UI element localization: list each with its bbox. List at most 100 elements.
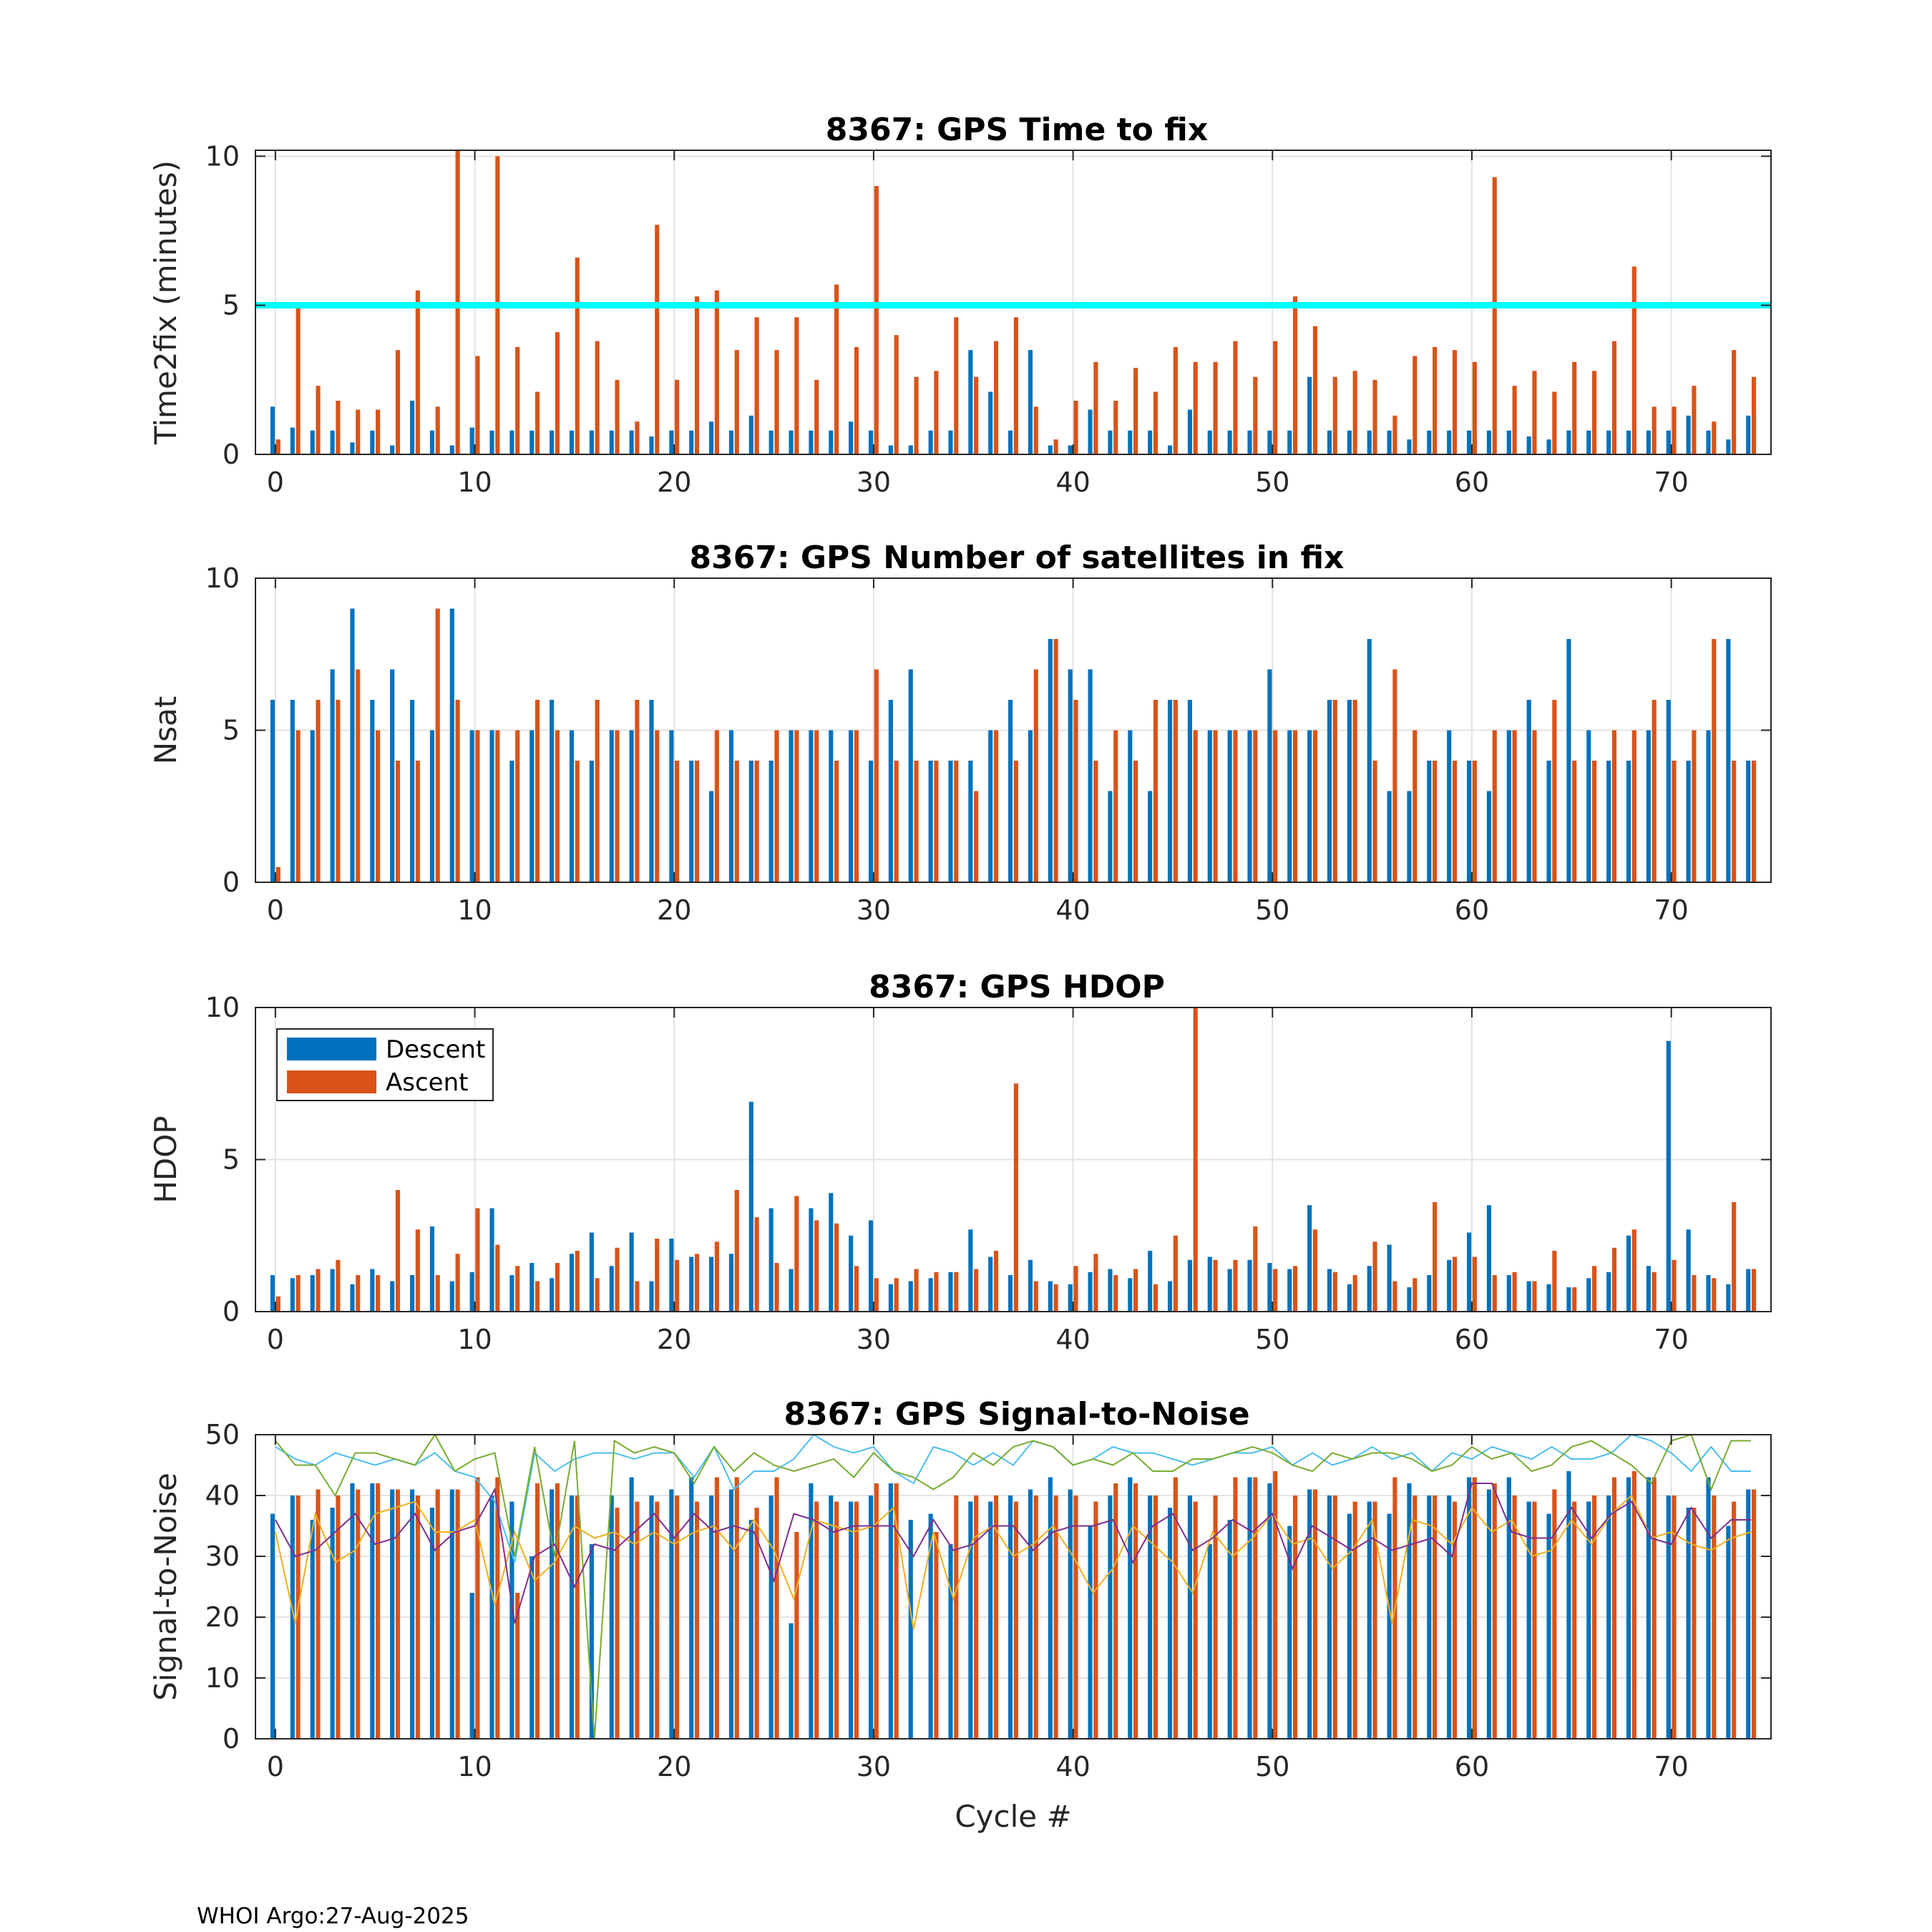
descent-bar-50 — [1267, 669, 1272, 882]
descent-bar-68 — [1626, 1235, 1631, 1312]
descent-bar-13 — [530, 1263, 535, 1312]
y-tick-label: 10 — [205, 992, 240, 1023]
ascent-bar-74 — [1751, 376, 1757, 454]
ascent-bar-60 — [1472, 1477, 1477, 1739]
descent-bar-70 — [1666, 430, 1671, 454]
descent-bar-7 — [409, 700, 415, 882]
descent-bar-7 — [409, 401, 415, 454]
ascent-bar-37 — [1013, 761, 1018, 882]
ascent-bar-58 — [1433, 1202, 1438, 1312]
x-tick-label: 0 — [267, 1751, 284, 1782]
y-axis-label: HDOP — [148, 1116, 183, 1203]
ascent-bar-22 — [714, 1241, 719, 1312]
descent-bar-39 — [1048, 1281, 1053, 1312]
ascent-bar-69 — [1652, 1477, 1657, 1739]
descent-bar-15 — [569, 730, 575, 882]
ascent-bar-34 — [954, 1496, 959, 1739]
descent-bar-58 — [1427, 761, 1432, 882]
descent-bar-31 — [888, 445, 893, 454]
descent-bar-17 — [609, 1266, 614, 1312]
ascent-bar-37 — [1013, 1083, 1018, 1312]
descent-bar-64 — [1546, 1284, 1551, 1312]
descent-bar-15 — [569, 1496, 575, 1739]
ascent-bar-9 — [455, 700, 460, 882]
ascent-bar-6 — [395, 761, 401, 882]
ascent-bar-70 — [1672, 761, 1677, 882]
y-tick-label: 30 — [205, 1541, 240, 1572]
ascent-bar-5 — [376, 730, 381, 882]
descent-bar-12 — [509, 761, 514, 882]
ascent-bar-47 — [1213, 730, 1218, 882]
ascent-bar-51 — [1292, 730, 1298, 882]
ascent-bar-24 — [754, 1508, 759, 1739]
descent-bar-42 — [1108, 1496, 1113, 1739]
ascent-bar-8 — [435, 1489, 440, 1739]
ascent-bar-73 — [1732, 350, 1737, 454]
descent-bar-33 — [928, 1278, 933, 1312]
descent-bar-53 — [1327, 1496, 1332, 1739]
descent-bar-6 — [390, 445, 395, 454]
descent-bar-39 — [1048, 445, 1053, 454]
ascent-bar-39 — [1053, 1284, 1058, 1312]
ascent-bar-3 — [336, 1259, 341, 1312]
descent-bar-13 — [530, 430, 535, 454]
descent-bar-73 — [1726, 1526, 1731, 1739]
descent-bar-8 — [429, 730, 434, 882]
ascent-bar-17 — [615, 379, 620, 454]
ascent-bar-2 — [316, 700, 321, 882]
ascent-bar-22 — [714, 730, 719, 882]
descent-bar-47 — [1207, 730, 1212, 882]
ascent-bar-40 — [1073, 1266, 1078, 1312]
descent-bar-43 — [1128, 1278, 1133, 1312]
ascent-bar-57 — [1413, 1496, 1418, 1739]
ascent-bar-14 — [555, 730, 560, 882]
ascent-bar-10 — [475, 730, 480, 882]
ascent-bar-12 — [515, 1266, 520, 1312]
descent-bar-21 — [689, 1477, 694, 1739]
ascent-bar-43 — [1133, 368, 1138, 454]
ascent-bar-28 — [834, 1223, 839, 1312]
descent-bar-17 — [609, 430, 614, 454]
descent-bar-24 — [748, 415, 753, 454]
ascent-bar-74 — [1751, 761, 1757, 882]
ascent-bar-46 — [1193, 730, 1198, 882]
x-tick-label: 20 — [657, 894, 691, 926]
ascent-bar-35 — [974, 1496, 979, 1739]
ascent-bar-68 — [1631, 1229, 1636, 1312]
ascent-bar-34 — [954, 317, 959, 454]
descent-bar-35 — [968, 350, 973, 454]
ascent-bar-32 — [914, 376, 919, 454]
descent-bar-25 — [769, 1208, 774, 1312]
descent-bar-63 — [1526, 1281, 1531, 1312]
ascent-bar-36 — [993, 1496, 999, 1739]
descent-bar-0 — [270, 406, 275, 454]
descent-bar-27 — [809, 730, 814, 882]
snr-series-line-3 — [274, 1494, 1752, 1630]
x-tick-label: 50 — [1255, 467, 1289, 498]
descent-bar-27 — [809, 1483, 814, 1739]
x-tick-label: 50 — [1255, 894, 1289, 926]
ascent-bar-2 — [316, 1269, 321, 1312]
descent-bar-32 — [908, 445, 913, 454]
descent-bar-12 — [509, 430, 514, 454]
descent-bar-0 — [270, 1275, 275, 1312]
ascent-bar-25 — [774, 1263, 779, 1312]
descent-bar-55 — [1367, 1501, 1372, 1739]
descent-bar-35 — [968, 1501, 973, 1739]
descent-bar-39 — [1048, 1477, 1053, 1739]
snr-series-line-1 — [275, 1433, 1752, 1563]
ascent-bar-35 — [974, 791, 979, 882]
ascent-bar-52 — [1312, 326, 1317, 454]
y-tick-label: 0 — [223, 1723, 240, 1755]
descent-bar-3 — [330, 1269, 335, 1312]
descent-bar-48 — [1227, 1269, 1232, 1312]
ascent-bar-71 — [1692, 386, 1697, 454]
descent-bar-37 — [1008, 700, 1013, 882]
descent-bar-58 — [1427, 1496, 1432, 1739]
descent-bar-19 — [649, 1496, 654, 1739]
ascent-bar-17 — [615, 1508, 620, 1739]
ascent-bar-48 — [1233, 1259, 1238, 1312]
ascent-bar-44 — [1153, 1284, 1158, 1312]
descent-bar-38 — [1028, 1259, 1033, 1312]
